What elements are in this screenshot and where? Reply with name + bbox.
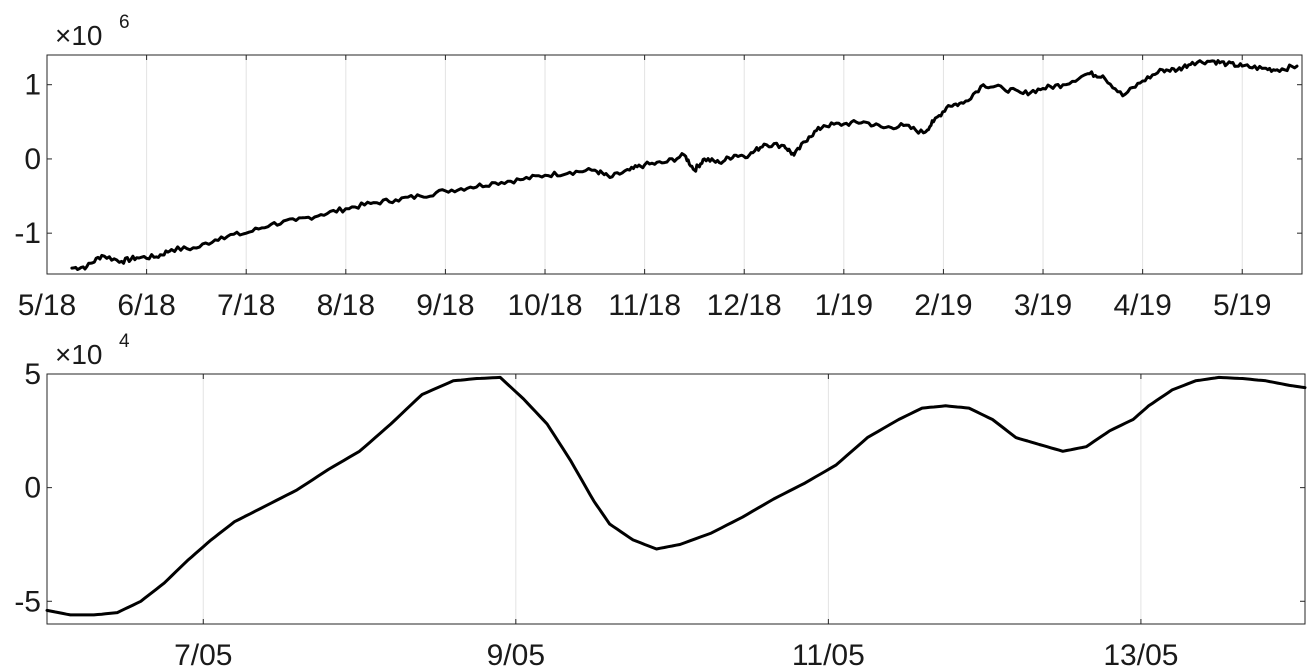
y-tick-label: 5 (24, 358, 41, 391)
y-tick-label: 0 (24, 143, 41, 176)
axes-box (46, 54, 1303, 275)
x-tick-label: 10/18 (507, 289, 582, 322)
x-tick-label: 7/18 (217, 289, 275, 322)
x-tick-label: 6/18 (117, 289, 175, 322)
y-tick-label: -5 (14, 585, 41, 618)
y-tick-label: 0 (24, 472, 41, 505)
y-tick-label: 1 (24, 69, 41, 102)
y-exponent-power: 4 (119, 331, 130, 352)
x-tick-label: 11/05 (792, 639, 865, 672)
x-tick-label: 2/19 (914, 289, 972, 322)
x-tick-label: 8/18 (317, 289, 375, 322)
x-tick-label: 7/05 (174, 639, 232, 672)
y-exponent-label: ×10 (55, 20, 103, 51)
x-tick-label: 12/18 (707, 289, 782, 322)
x-tick-label: 9/05 (487, 639, 545, 672)
x-tick-label: 13/05 (1103, 639, 1178, 672)
series-line (70, 59, 1299, 271)
x-tick-label: 4/19 (1113, 289, 1171, 322)
y-exponent-label: ×10 (55, 339, 103, 370)
chart-panel-2: 7/05 9/05 11/05 13/05 -5 0 5 ×10 4 (14, 331, 1307, 672)
y-exponent-power: 6 (119, 12, 130, 33)
chart-panel-1: 5/18 6/18 7/18 8/18 9/18 10/18 11/18 12/18 1/19 2… (14, 12, 1303, 322)
y-tick-label: -1 (14, 217, 41, 250)
x-tick-label: 9/18 (416, 289, 474, 322)
series-line (45, 375, 1307, 617)
x-tick-label: 5/19 (1213, 289, 1271, 322)
x-tick-label: 3/19 (1014, 289, 1072, 322)
x-tick-label: 5/18 (18, 289, 76, 322)
x-tick-label: 1/19 (815, 289, 873, 322)
axes-box (46, 373, 1306, 625)
x-tick-label: 11/18 (608, 289, 681, 322)
